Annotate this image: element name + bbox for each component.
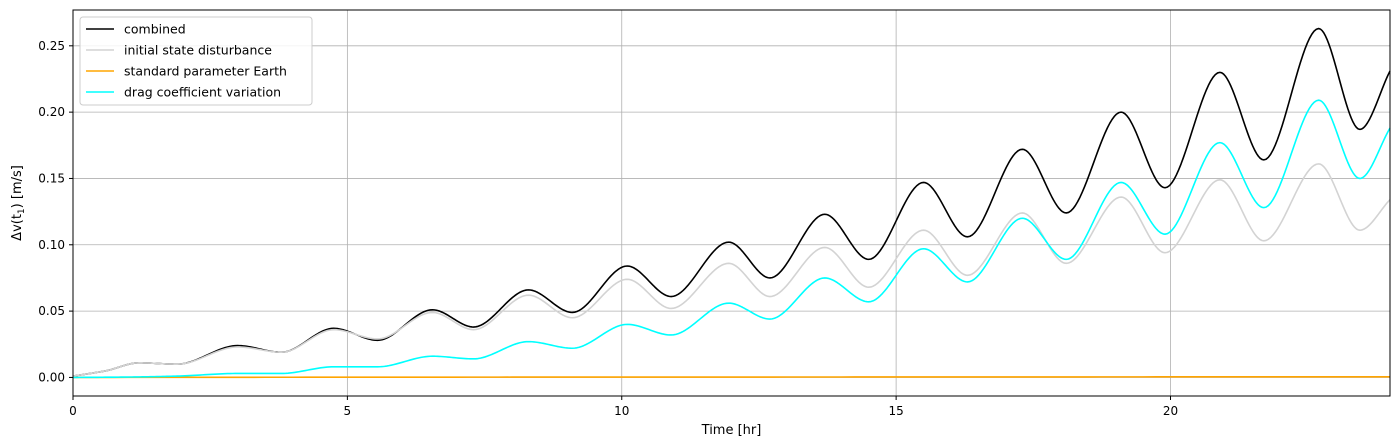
y-tick-label: 0.10 [38, 238, 65, 252]
legend-label: combined [124, 22, 186, 37]
y-tick-label: 0.15 [38, 171, 65, 185]
y-tick-label: 0.05 [38, 304, 65, 318]
y-tick-label: 0.25 [38, 39, 65, 53]
y-axis-label-prefix: Δv(t [10, 214, 25, 241]
x-tick-label: 15 [888, 404, 903, 418]
x-tick-label: 0 [69, 404, 77, 418]
legend: combined initial state disturbance standar… [79, 16, 313, 106]
legend-label: standard parameter Earth [124, 64, 287, 79]
series-line-2 [72, 375, 1390, 379]
y-axis-label: Δv(t1) [m/s] [10, 165, 27, 241]
series-line-3 [72, 99, 1391, 379]
legend-label: drag coefficient variation [124, 85, 281, 100]
y-axis-label-suffix: ) [m/s] [10, 165, 25, 208]
x-axis-label: Time [hr] [701, 423, 762, 438]
plot-frame [72, 9, 1391, 397]
x-tick-label: 20 [1163, 404, 1178, 418]
x-tick-label: 10 [614, 404, 629, 418]
legend-label: initial state disturbance [124, 43, 272, 58]
y-axis-label-sub: 1 [17, 208, 27, 214]
y-tick-label: 0.00 [38, 370, 65, 384]
legend-box [79, 16, 313, 106]
series-line-1 [72, 163, 1391, 377]
y-ticks: 0.00 0.05 0.10 0.15 0.20 0.25 [38, 39, 73, 384]
series-lines [72, 27, 1391, 379]
x-tick-label: 5 [344, 404, 352, 418]
x-ticks: 0 5 10 15 20 [69, 396, 1178, 418]
y-tick-label: 0.20 [38, 105, 65, 119]
